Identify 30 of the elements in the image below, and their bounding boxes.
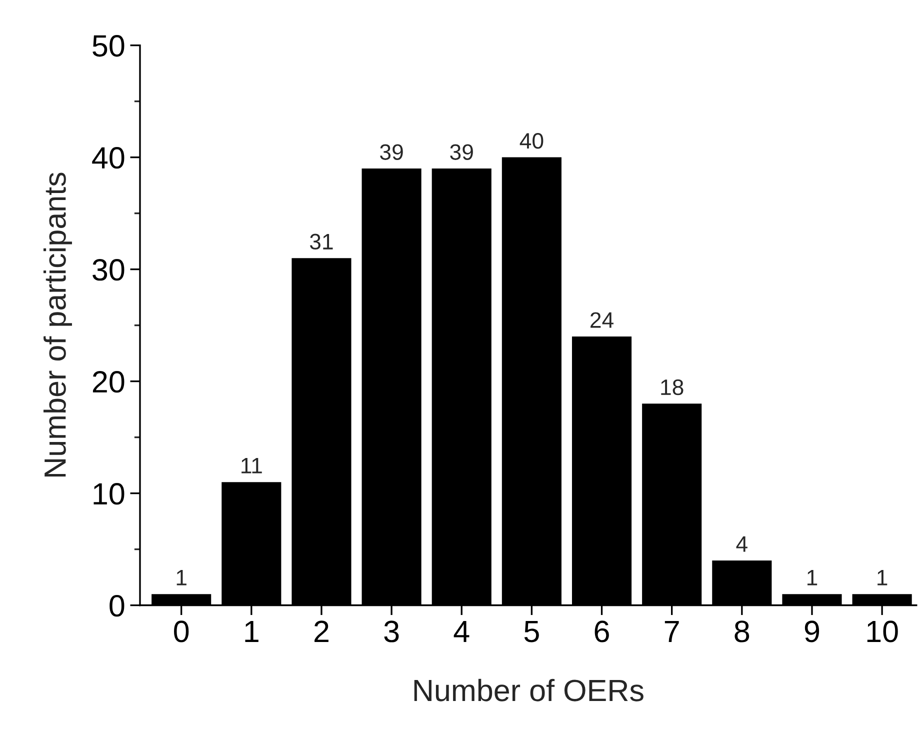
data-label: 1 bbox=[878, 570, 888, 586]
data-label: 39 bbox=[450, 144, 473, 160]
y-axis-title: Number of participants bbox=[43, 172, 72, 476]
data-label: 4 bbox=[736, 536, 748, 552]
data-label: 31 bbox=[310, 234, 333, 250]
x-tick-label: 6 bbox=[594, 620, 609, 642]
x-tick-label: 3 bbox=[384, 620, 399, 642]
y-tick-label: 30 bbox=[92, 259, 124, 281]
x-tick-label: 10 bbox=[867, 620, 898, 642]
data-label: 1 bbox=[176, 570, 186, 586]
data-label: 24 bbox=[590, 312, 614, 328]
y-tick-label: 0 bbox=[110, 595, 124, 617]
data-label: 40 bbox=[520, 133, 544, 149]
x-tick-label: 1 bbox=[245, 620, 258, 642]
data-label: 39 bbox=[380, 144, 403, 160]
data-label: 1 bbox=[808, 570, 818, 586]
x-tick-label: 4 bbox=[454, 620, 470, 642]
y-tick-label: 50 bbox=[92, 35, 124, 57]
x-tick-label: 7 bbox=[664, 620, 679, 642]
y-tick-label: 20 bbox=[92, 371, 124, 393]
x-axis-title: Number of OERs bbox=[414, 678, 644, 702]
x-tick-label: 2 bbox=[314, 620, 328, 642]
y-tick-label: 40 bbox=[92, 147, 124, 169]
data-label: 18 bbox=[661, 379, 684, 396]
x-tick-label: 9 bbox=[804, 620, 820, 642]
y-tick-label: 10 bbox=[94, 483, 124, 505]
x-tick-label: 5 bbox=[524, 620, 539, 642]
x-tick-label: 8 bbox=[734, 620, 750, 642]
x-tick-label: 0 bbox=[174, 620, 189, 642]
data-label: 11 bbox=[242, 458, 262, 474]
